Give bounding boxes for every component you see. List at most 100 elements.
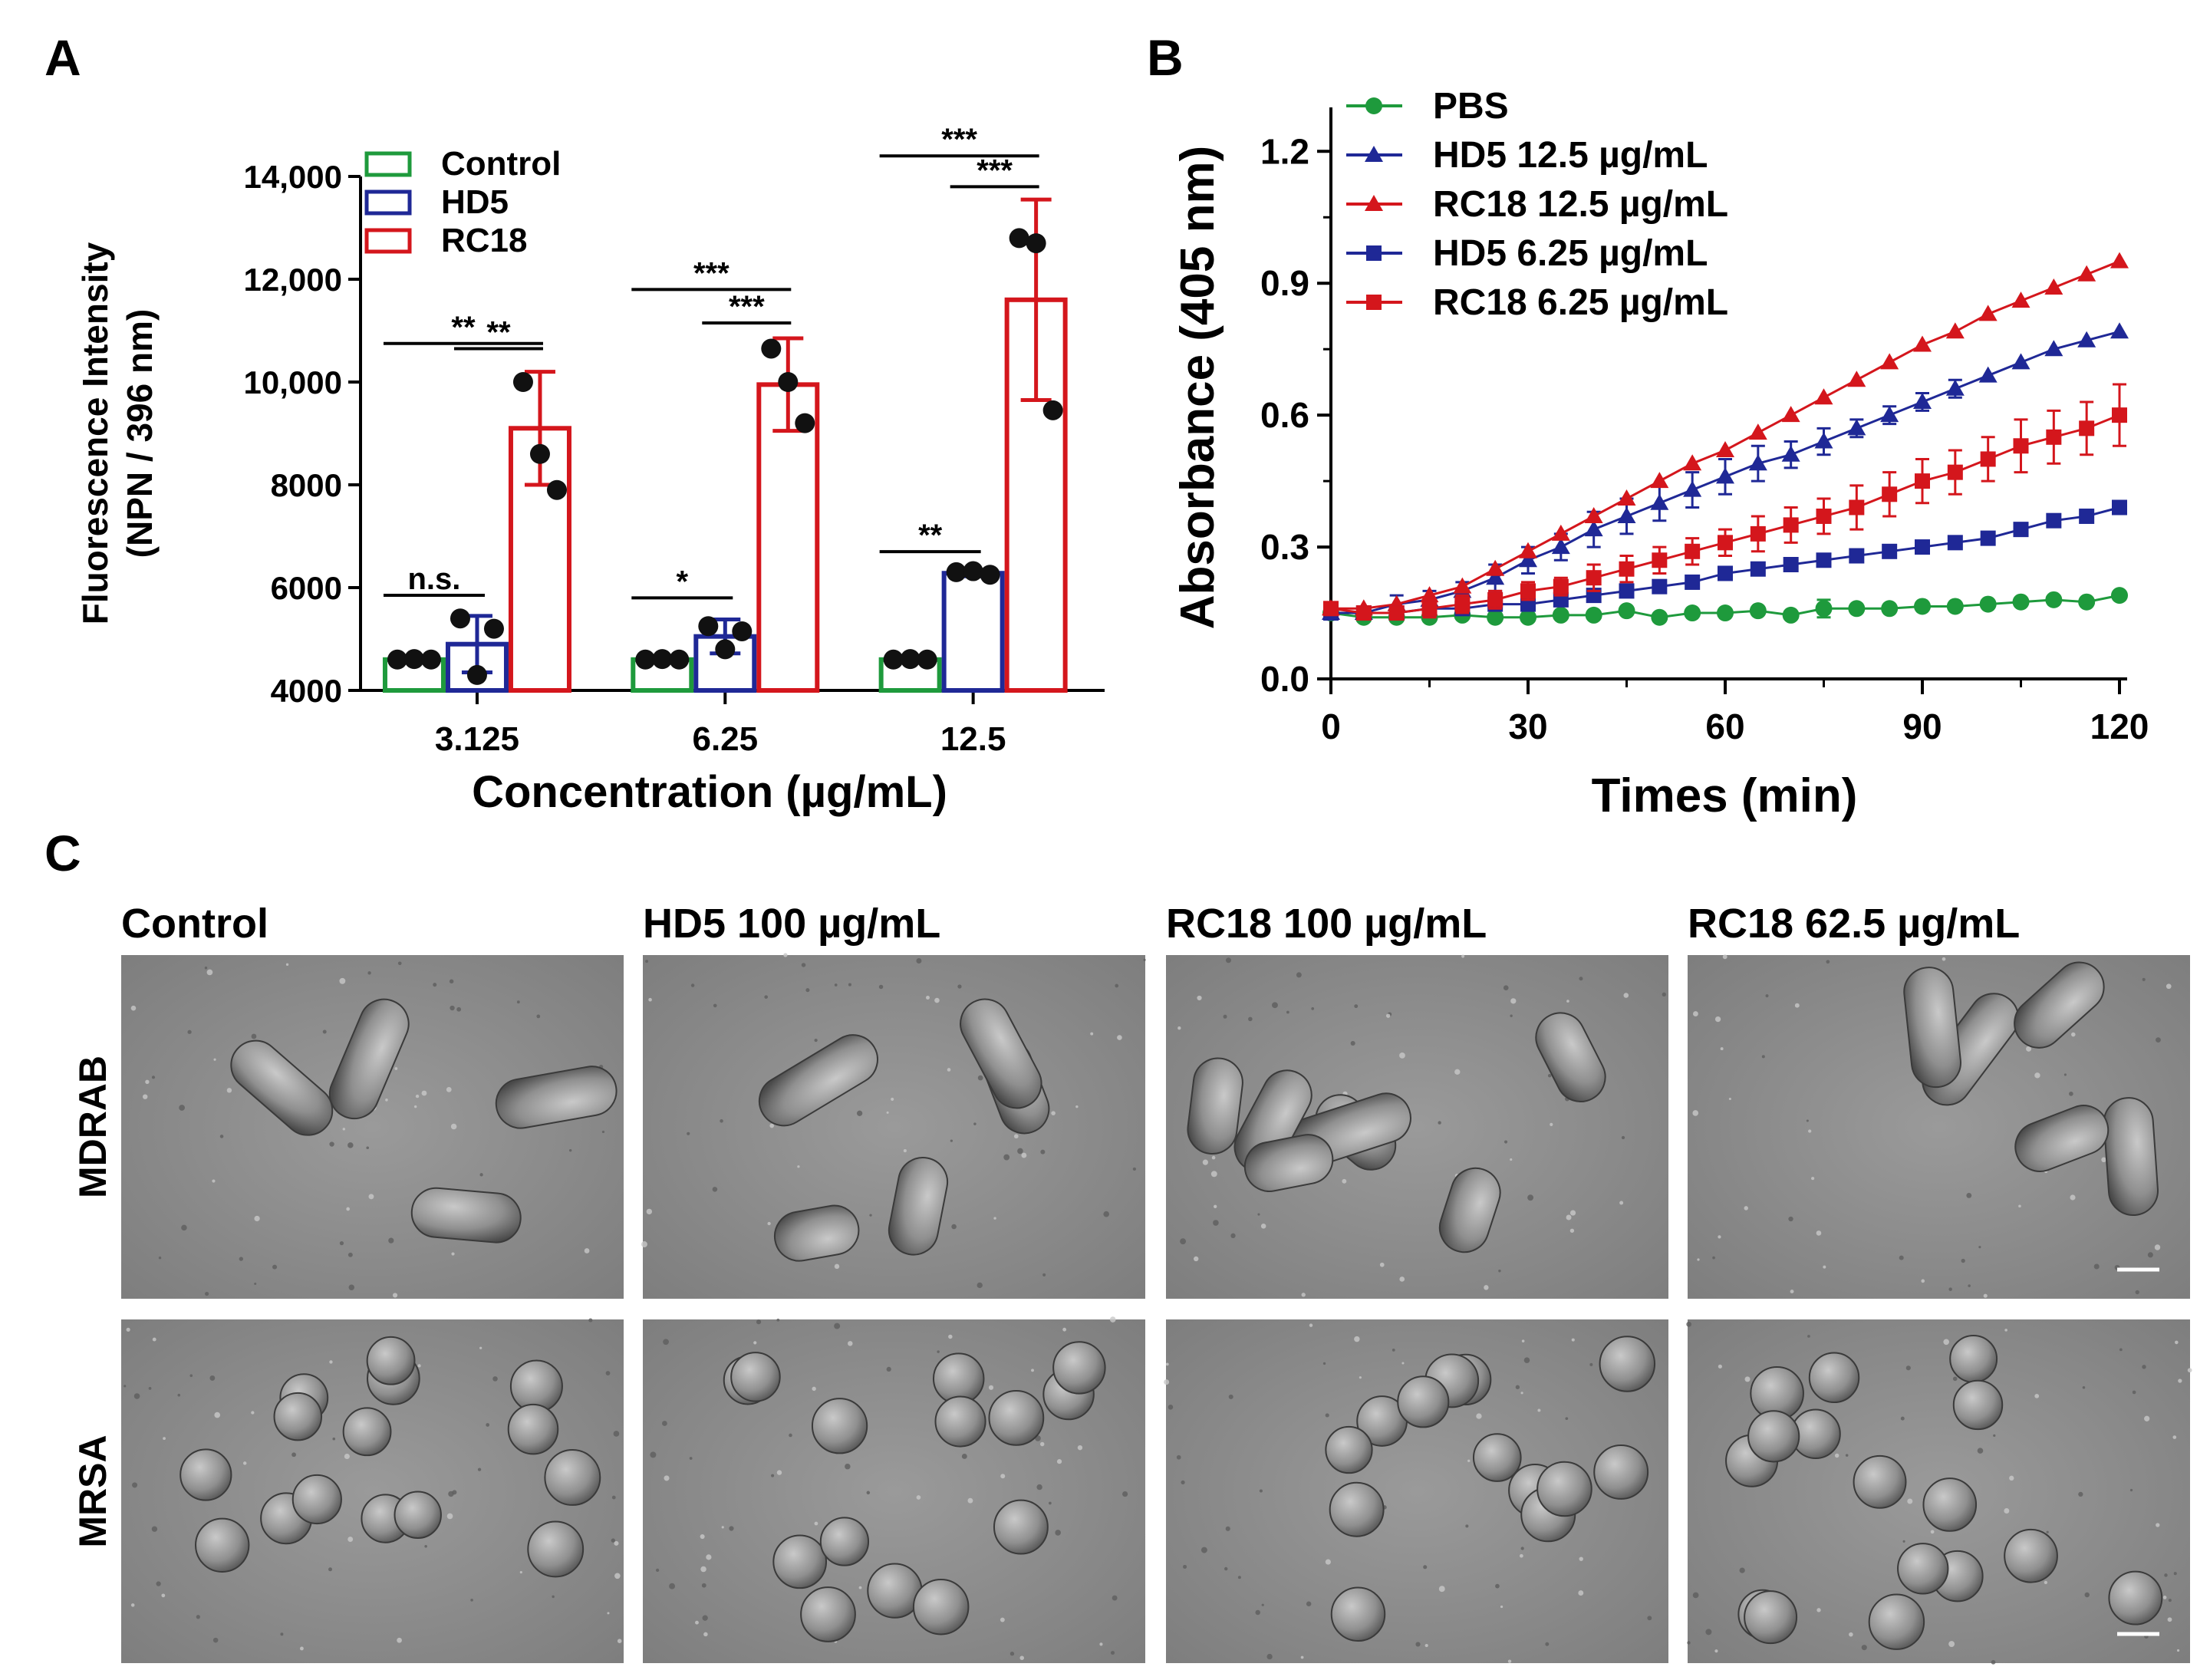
- micrograph-speck: [151, 1076, 156, 1079]
- micrograph-speck: [1811, 1177, 1815, 1181]
- micrograph-speck: [776, 1470, 782, 1475]
- legend-label-b: HD5 6.25 µg/mL: [1433, 233, 1708, 274]
- data-point-a: [512, 372, 533, 392]
- bacterial-cell-coccus: [1052, 1341, 1106, 1395]
- data-point-b: [1783, 557, 1799, 572]
- data-point-b: [1421, 601, 1438, 617]
- micrograph-speck: [934, 997, 940, 1003]
- micrograph-speck: [1900, 1416, 1905, 1421]
- legend-label-a: Control: [441, 145, 561, 183]
- data-point-b: [2011, 292, 2030, 308]
- micrograph-speck: [1176, 1454, 1181, 1460]
- data-point-b: [1915, 473, 1930, 489]
- data-point-b: [2012, 593, 2030, 611]
- micrograph-speck: [713, 1003, 717, 1008]
- micrograph-speck: [344, 1453, 350, 1460]
- micrograph-speck: [179, 1105, 185, 1111]
- micrograph-speck: [189, 1374, 193, 1377]
- data-point-b: [2079, 508, 2095, 524]
- bacterial-cell-coccus: [527, 1520, 585, 1578]
- micrograph-speck: [1013, 1134, 1019, 1139]
- micrograph-speck: [1977, 1448, 1984, 1454]
- micrograph-speck: [925, 996, 930, 1000]
- micrograph-speck: [1225, 957, 1231, 964]
- micrograph-speck: [2101, 1157, 2106, 1163]
- micrograph-speck: [2063, 1073, 2067, 1076]
- micrograph-speck: [1181, 1480, 1185, 1485]
- micrograph-speck: [1565, 1417, 1569, 1421]
- data-point-b: [1945, 322, 1965, 339]
- micrograph-speck: [1566, 1000, 1569, 1003]
- micrograph-speck: [706, 1554, 712, 1560]
- micrograph-speck: [1210, 1171, 1217, 1178]
- y-tick-label-a: 10,000: [244, 364, 342, 400]
- micrograph-speck: [1122, 1491, 1128, 1497]
- micrograph-speck: [783, 953, 788, 957]
- micrograph-speck: [764, 995, 769, 999]
- micrograph-speck: [124, 1385, 127, 1388]
- data-point-b: [1978, 366, 1998, 383]
- micrograph-speck: [415, 1094, 420, 1099]
- micrograph-speck: [689, 1457, 693, 1460]
- micrograph-speck: [456, 1006, 462, 1012]
- micrograph-speck: [2129, 1488, 2133, 1492]
- data-point-a: [1042, 400, 1063, 420]
- micrograph-speck: [213, 1058, 216, 1061]
- data-point-b: [1947, 464, 1963, 480]
- bacterial-cell-coccus: [819, 1517, 870, 1566]
- bacterial-cell-coccus: [800, 1586, 856, 1642]
- micrograph-speck: [1325, 1413, 1329, 1418]
- data-point-b: [2112, 499, 2127, 516]
- data-point-b: [1847, 371, 1866, 387]
- micrograph-speck: [1571, 1338, 1575, 1342]
- micrograph-speck: [1905, 1365, 1911, 1371]
- micrograph-speck: [2187, 1368, 2192, 1373]
- micrograph-speck: [661, 1421, 667, 1426]
- micrograph-speck: [450, 1123, 457, 1130]
- micrograph-speck: [413, 1105, 417, 1108]
- micrograph-speck: [2070, 1032, 2076, 1037]
- data-point-b: [1781, 445, 1800, 462]
- micrograph-speck: [1943, 1339, 1949, 1346]
- micrograph-speck: [368, 1194, 374, 1200]
- micrograph-speck: [701, 1583, 706, 1588]
- data-point-b: [1880, 406, 1899, 423]
- y-tick-label-a: 8000: [271, 467, 342, 503]
- bacterial-cell-coccus: [1868, 1593, 1925, 1650]
- micrograph-speck: [2026, 1046, 2032, 1052]
- micrograph-speck: [993, 1217, 996, 1220]
- micrograph-speck: [700, 1534, 705, 1540]
- data-point-b: [1520, 608, 1536, 626]
- micrograph-speck: [291, 1452, 297, 1458]
- data-point-b: [1652, 578, 1668, 595]
- micrograph-speck: [299, 1646, 304, 1651]
- data-point-b: [1718, 535, 1733, 551]
- micrograph-speck: [2144, 1415, 2150, 1421]
- legend-marker-b: [1366, 245, 1382, 261]
- legend-label-b: HD5 12.5 µg/mL: [1433, 135, 1708, 176]
- micrograph-speck: [1225, 1526, 1230, 1531]
- data-point-b: [2110, 252, 2129, 268]
- data-point-b: [2044, 278, 2063, 295]
- micrograph-speck: [2044, 1580, 2048, 1585]
- micrograph-speck: [1296, 972, 1302, 978]
- micrograph-speck: [703, 1632, 708, 1637]
- data-point-b: [1617, 506, 1636, 523]
- micrograph-speck: [1849, 1632, 1853, 1637]
- micrograph-speck: [1423, 1565, 1428, 1570]
- micrograph-speck: [1692, 1592, 1699, 1599]
- micrograph-speck: [957, 984, 962, 989]
- micrograph-speck: [2093, 1263, 2100, 1270]
- micrograph-speck: [1714, 1649, 1718, 1653]
- micrograph-speck: [1255, 1609, 1260, 1616]
- micrograph-speck: [584, 1248, 590, 1253]
- data-point-b: [2011, 353, 2030, 370]
- micrograph-speck: [1111, 1651, 1115, 1655]
- micrograph-speck: [1164, 1379, 1170, 1385]
- x-tick-label-b: 90: [1902, 707, 1942, 746]
- micrograph-speck: [2142, 977, 2146, 981]
- micrograph-speck: [254, 1215, 260, 1222]
- micrograph-speck: [663, 1339, 669, 1346]
- data-point-b: [2079, 420, 2095, 436]
- data-point-b: [1685, 574, 1701, 590]
